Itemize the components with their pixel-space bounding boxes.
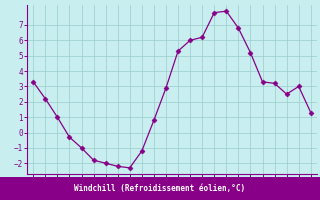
Text: Windchill (Refroidissement éolien,°C): Windchill (Refroidissement éolien,°C) [75, 184, 245, 194]
